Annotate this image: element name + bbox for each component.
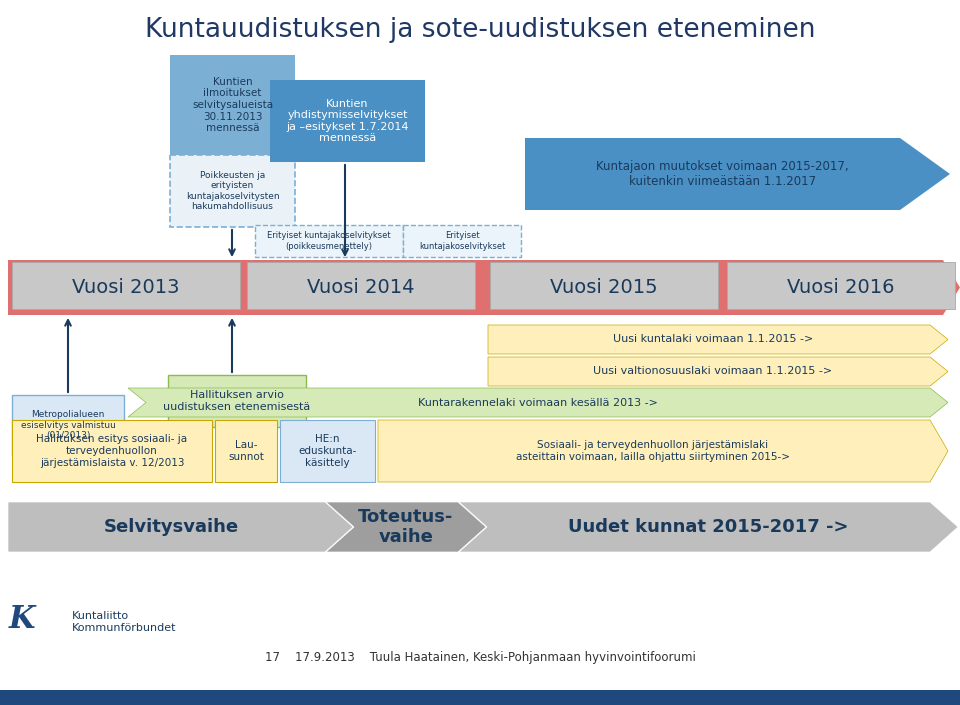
FancyBboxPatch shape — [215, 420, 277, 482]
Text: Metropolialueen
esiselvitys valmistuu
(01/2013): Metropolialueen esiselvitys valmistuu (0… — [20, 410, 115, 440]
Text: K: K — [9, 604, 36, 635]
FancyBboxPatch shape — [247, 262, 475, 309]
Text: Vuosi 2013: Vuosi 2013 — [72, 278, 180, 297]
Text: Vuosi 2015: Vuosi 2015 — [550, 278, 658, 297]
Text: Vuosi 2014: Vuosi 2014 — [307, 278, 415, 297]
FancyBboxPatch shape — [170, 155, 295, 227]
FancyBboxPatch shape — [12, 262, 240, 309]
FancyBboxPatch shape — [727, 262, 955, 309]
Text: Hallituksen esitys sosiaali- ja
terveydenhuollon
järjestämislaista v. 12/2013: Hallituksen esitys sosiaali- ja terveyde… — [36, 434, 187, 467]
Polygon shape — [8, 502, 353, 552]
Text: Sosiaali- ja terveydenhuollon järjestämislaki
asteittain voimaan, lailla ohjattu: Sosiaali- ja terveydenhuollon järjestämi… — [516, 440, 790, 462]
Text: Kuntaliitto: Kuntaliitto — [72, 611, 130, 621]
Text: Kuntien
ilmoitukset
selvitysalueista
30.11.2013
mennessä: Kuntien ilmoitukset selvitysalueista 30.… — [192, 77, 273, 133]
Polygon shape — [128, 388, 948, 417]
Text: Uusi valtionosuuslaki voimaan 1.1.2015 ->: Uusi valtionosuuslaki voimaan 1.1.2015 -… — [593, 367, 832, 376]
Text: Erityiset kuntajakoselvitykset
(poikkeusmenettely): Erityiset kuntajakoselvitykset (poikkeus… — [267, 231, 391, 251]
Text: 17    17.9.2013    Tuula Haatainen, Keski-Pohjanmaan hyvinvointifoorumi: 17 17.9.2013 Tuula Haatainen, Keski-Pohj… — [265, 651, 695, 665]
FancyBboxPatch shape — [280, 420, 375, 482]
FancyBboxPatch shape — [12, 420, 212, 482]
Polygon shape — [488, 357, 948, 386]
FancyBboxPatch shape — [12, 395, 124, 455]
FancyBboxPatch shape — [490, 262, 718, 309]
Text: Kuntarakennelaki voimaan kesällä 2013 ->: Kuntarakennelaki voimaan kesällä 2013 -> — [418, 398, 658, 407]
Polygon shape — [488, 325, 948, 354]
Polygon shape — [943, 260, 960, 315]
Text: Uusi kuntalaki voimaan 1.1.2015 ->: Uusi kuntalaki voimaan 1.1.2015 -> — [612, 334, 813, 345]
Text: Erityiset
kuntajakoselvitykset: Erityiset kuntajakoselvitykset — [419, 231, 505, 251]
FancyBboxPatch shape — [255, 225, 403, 257]
Polygon shape — [525, 138, 950, 210]
Polygon shape — [378, 420, 948, 482]
Polygon shape — [459, 502, 958, 552]
FancyBboxPatch shape — [0, 553, 960, 653]
FancyBboxPatch shape — [0, 315, 960, 323]
FancyBboxPatch shape — [168, 375, 306, 427]
Text: Kuntajaon muutokset voimaan 2015-2017,
kuitenkin viimeästään 1.1.2017: Kuntajaon muutokset voimaan 2015-2017, k… — [596, 160, 849, 188]
Text: Selvitysvaihe: Selvitysvaihe — [104, 518, 239, 536]
Text: Kuntauudistuksen ja sote-uudistuksen eteneminen: Kuntauudistuksen ja sote-uudistuksen ete… — [145, 17, 815, 43]
Text: Lau-
sunnot: Lau- sunnot — [228, 440, 264, 462]
FancyBboxPatch shape — [170, 55, 295, 155]
Text: Vuosi 2016: Vuosi 2016 — [787, 278, 895, 297]
Polygon shape — [326, 502, 486, 552]
Text: Kuntien
yhdistymisselvitykset
ja –esitykset 1.7.2014
mennessä: Kuntien yhdistymisselvitykset ja –esityk… — [286, 99, 409, 143]
Text: Uudet kunnat 2015-2017 ->: Uudet kunnat 2015-2017 -> — [568, 518, 849, 536]
Text: Kommunförbundet: Kommunförbundet — [72, 623, 177, 633]
Text: Poikkeusten ja
erityisten
kuntajakoselvitysten
hakumahdollisuus: Poikkeusten ja erityisten kuntajakoselvi… — [185, 171, 279, 211]
Text: HE:n
eduskunta-
käsittely: HE:n eduskunta- käsittely — [299, 434, 357, 467]
Text: Hallituksen arvio
uudistuksen etenemisestä: Hallituksen arvio uudistuksen etenemises… — [163, 390, 311, 412]
Text: Toteutus-
vaihe: Toteutus- vaihe — [358, 508, 454, 546]
FancyBboxPatch shape — [270, 80, 425, 162]
FancyBboxPatch shape — [0, 483, 960, 501]
FancyBboxPatch shape — [0, 690, 960, 705]
FancyBboxPatch shape — [8, 260, 943, 315]
FancyBboxPatch shape — [403, 225, 521, 257]
